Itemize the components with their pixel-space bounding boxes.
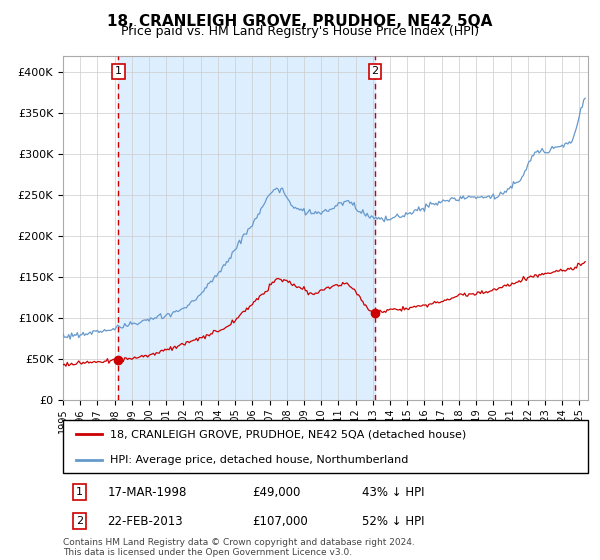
Text: 2: 2 [76,516,83,526]
Text: 18, CRANLEIGH GROVE, PRUDHOE, NE42 5QA: 18, CRANLEIGH GROVE, PRUDHOE, NE42 5QA [107,14,493,29]
Text: 1: 1 [115,67,122,77]
Text: 43% ↓ HPI: 43% ↓ HPI [362,486,425,499]
Bar [118,56,375,400]
Text: 52% ↓ HPI: 52% ↓ HPI [362,515,425,528]
Text: Price paid vs. HM Land Registry's House Price Index (HPI): Price paid vs. HM Land Registry's House … [121,25,479,38]
FancyBboxPatch shape [63,420,588,473]
Text: Contains HM Land Registry data © Crown copyright and database right 2024.
This d: Contains HM Land Registry data © Crown c… [63,538,415,557]
Text: 17-MAR-1998: 17-MAR-1998 [107,486,187,499]
Text: 1: 1 [76,487,83,497]
Text: £49,000: £49,000 [252,486,301,499]
Text: 22-FEB-2013: 22-FEB-2013 [107,515,183,528]
Text: £107,000: £107,000 [252,515,308,528]
Text: HPI: Average price, detached house, Northumberland: HPI: Average price, detached house, Nort… [110,455,409,465]
Text: 2: 2 [371,67,379,77]
Text: 18, CRANLEIGH GROVE, PRUDHOE, NE42 5QA (detached house): 18, CRANLEIGH GROVE, PRUDHOE, NE42 5QA (… [110,430,467,440]
